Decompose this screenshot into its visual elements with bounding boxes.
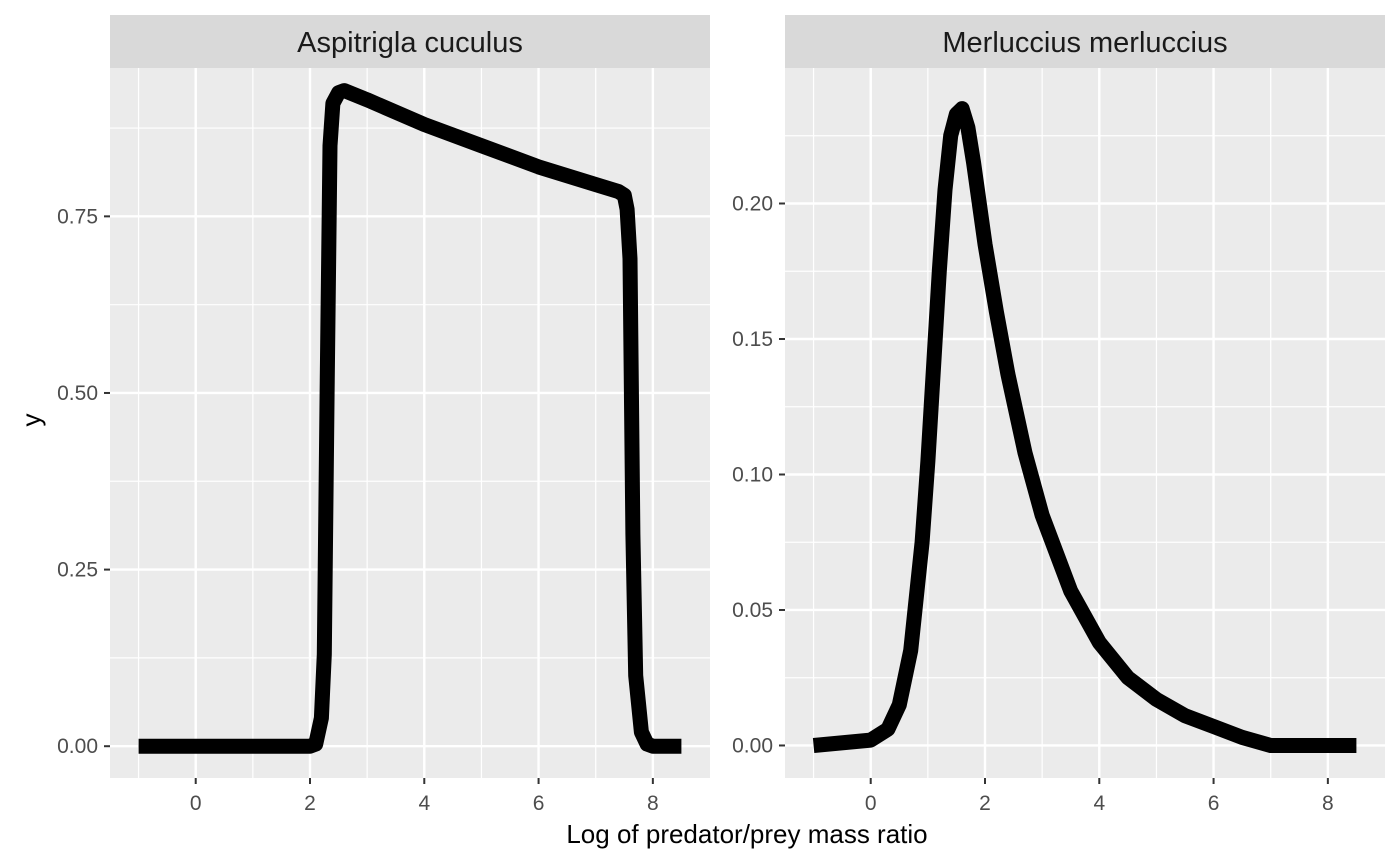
x-tick-label: 6 bbox=[533, 792, 545, 815]
y-tick-label: 0.50 bbox=[57, 382, 98, 405]
strip-background bbox=[785, 15, 1385, 68]
y-tick-label: 0.25 bbox=[57, 559, 98, 582]
facet-title: Aspitrigla cuculus bbox=[297, 27, 523, 59]
y-tick-label: 0.00 bbox=[732, 734, 773, 757]
y-tick-label: 0.20 bbox=[732, 192, 773, 215]
series-line bbox=[138, 83, 682, 754]
x-tick-label: 0 bbox=[190, 792, 202, 815]
x-axis-title: Log of predator/prey mass ratio bbox=[566, 819, 927, 849]
facet-panel-aspitrigla: Aspitrigla cuculus 0.00 0.25 0.50 0.75 0 2 4 6… bbox=[57, 15, 710, 815]
y-tick-label: 0.05 bbox=[732, 599, 773, 622]
facet-title: Merluccius merluccius bbox=[942, 27, 1227, 59]
x-axis: 0 2 4 6 8 bbox=[190, 778, 659, 815]
y-axis: 0.00 0.05 0.10 0.15 0.20 bbox=[732, 192, 785, 757]
strip-background bbox=[110, 15, 710, 68]
y-axis: 0.00 0.25 0.50 0.75 bbox=[57, 205, 110, 758]
x-tick-label: 6 bbox=[1208, 792, 1220, 815]
x-tick-label: 8 bbox=[647, 792, 659, 815]
x-tick-label: 8 bbox=[1322, 792, 1334, 815]
facet-panel-merluccius: Merluccius merluccius 0.000.050.100.150.… bbox=[732, 15, 1385, 815]
x-tick-label: 0 bbox=[865, 792, 877, 815]
series-line bbox=[812, 101, 1357, 753]
panel-background bbox=[110, 68, 710, 778]
data-series bbox=[812, 101, 1357, 753]
x-tick-label: 4 bbox=[418, 792, 430, 815]
y-tick-label: 0.10 bbox=[732, 463, 773, 486]
y-tick-label: 0.75 bbox=[57, 205, 98, 228]
panel-grid bbox=[110, 68, 710, 778]
y-tick-label: 0.00 bbox=[57, 735, 98, 758]
y-axis-title: y bbox=[16, 414, 46, 427]
x-axis: 0 2 4 6 8 bbox=[865, 778, 1334, 815]
data-series bbox=[138, 83, 682, 754]
x-tick-label: 4 bbox=[1093, 792, 1105, 815]
x-tick-label: 2 bbox=[979, 792, 991, 815]
y-tick-label: 0.15 bbox=[732, 328, 773, 351]
x-tick-label: 2 bbox=[304, 792, 316, 815]
panel-background bbox=[785, 68, 1385, 778]
